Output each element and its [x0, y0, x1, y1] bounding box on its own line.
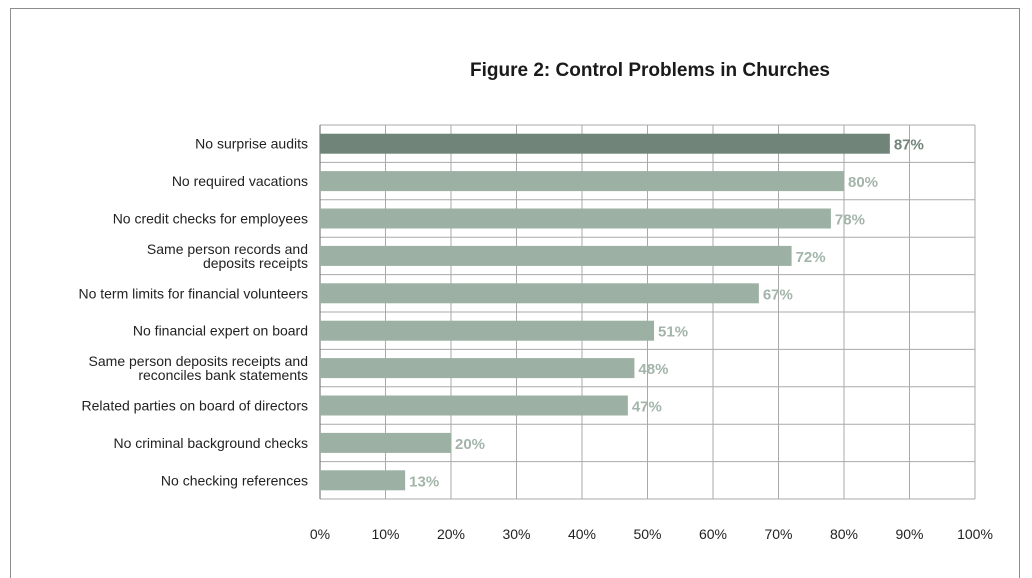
data-label: 51% [658, 324, 688, 341]
data-label: 48% [638, 361, 668, 378]
category-label: No criminal background checks [113, 435, 308, 451]
bar [320, 245, 792, 266]
category-label: Related parties on board of directors [82, 398, 308, 414]
category-label: No required vacations [172, 173, 308, 189]
data-label: 20% [455, 436, 485, 453]
bar [320, 432, 451, 453]
chart-title: Figure 2: Control Problems in Churches [470, 60, 830, 81]
category-label: No financial expert on board [133, 323, 308, 339]
data-label: 87% [894, 137, 924, 154]
chart-frame [10, 8, 1020, 578]
x-tick-label: 50% [633, 526, 661, 542]
bar [320, 133, 890, 154]
bar [320, 171, 844, 192]
x-tick-label: 70% [764, 526, 792, 542]
bar [320, 470, 406, 491]
bar [320, 358, 635, 379]
data-label: 78% [835, 212, 865, 229]
bar [320, 395, 628, 416]
category-label: Same person deposits receipts and reconci… [89, 353, 308, 383]
x-tick-label: 80% [830, 526, 858, 542]
x-tick-label: 20% [437, 526, 465, 542]
bar [320, 283, 759, 304]
category-label: No credit checks for employees [113, 211, 308, 227]
data-label: 72% [796, 249, 826, 266]
category-label: No surprise audits [195, 136, 308, 152]
x-tick-label: 40% [568, 526, 596, 542]
x-tick-label: 10% [371, 526, 399, 542]
x-tick-label: 90% [895, 526, 923, 542]
data-label: 67% [763, 286, 793, 303]
x-tick-label: 100% [957, 526, 993, 542]
bar [320, 208, 831, 229]
data-label: 47% [632, 399, 662, 416]
category-label: Same person records and deposits receipts [147, 241, 308, 271]
category-label: No checking references [161, 472, 308, 488]
bar [320, 320, 655, 341]
data-label: 13% [409, 473, 439, 490]
category-label: No term limits for financial volunteers [78, 285, 308, 301]
x-tick-label: 60% [699, 526, 727, 542]
x-tick-label: 30% [502, 526, 530, 542]
data-label: 80% [848, 174, 878, 191]
x-tick-label: 0% [310, 526, 330, 542]
